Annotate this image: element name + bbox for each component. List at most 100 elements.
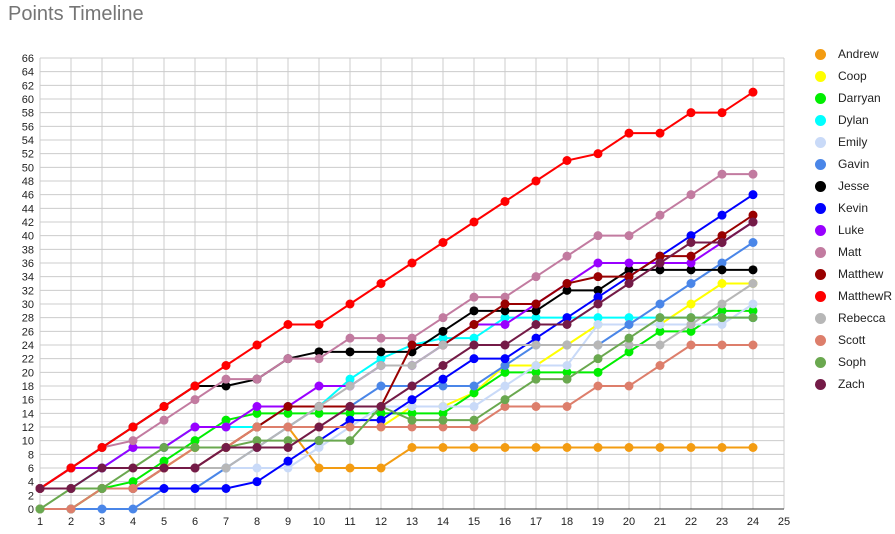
data-point[interactable] [252, 408, 262, 418]
data-point[interactable] [407, 395, 417, 405]
data-point[interactable] [593, 443, 603, 452]
data-point[interactable] [531, 306, 541, 316]
data-point[interactable] [562, 402, 572, 411]
legend-item[interactable]: Darryan [815, 87, 892, 109]
data-point[interactable] [345, 415, 355, 425]
legend-item[interactable]: Emily [815, 131, 892, 153]
data-point[interactable] [128, 484, 138, 493]
data-point[interactable] [252, 463, 262, 473]
legend-item[interactable]: MatthewR [815, 285, 892, 307]
data-point[interactable] [593, 299, 603, 309]
data-point[interactable] [500, 299, 510, 309]
data-point[interactable] [35, 484, 45, 493]
data-point[interactable] [438, 408, 448, 418]
data-point[interactable] [624, 313, 634, 323]
data-point[interactable] [345, 374, 355, 384]
data-point[interactable] [655, 313, 665, 323]
data-point[interactable] [345, 436, 355, 446]
data-point[interactable] [283, 436, 293, 446]
data-point[interactable] [500, 320, 510, 329]
data-point[interactable] [469, 340, 479, 350]
data-point[interactable] [190, 422, 200, 432]
data-point[interactable] [593, 231, 603, 241]
data-point[interactable] [345, 299, 355, 309]
data-point[interactable] [748, 217, 758, 227]
data-point[interactable] [748, 169, 758, 179]
data-point[interactable] [469, 388, 479, 398]
data-point[interactable] [469, 443, 479, 452]
data-point[interactable] [283, 402, 293, 411]
data-point[interactable] [686, 279, 696, 288]
data-point[interactable] [469, 381, 479, 391]
data-point[interactable] [469, 402, 479, 411]
data-point[interactable] [500, 354, 510, 364]
data-point[interactable] [376, 422, 386, 432]
data-point[interactable] [562, 367, 572, 377]
data-point[interactable] [314, 443, 324, 452]
data-point[interactable] [500, 313, 510, 323]
data-point[interactable] [35, 504, 45, 514]
data-point[interactable] [376, 402, 386, 411]
data-point[interactable] [407, 381, 417, 391]
data-point[interactable] [469, 217, 479, 227]
data-point[interactable] [531, 333, 541, 343]
data-point[interactable] [500, 197, 510, 206]
data-point[interactable] [159, 415, 169, 425]
data-point[interactable] [562, 374, 572, 384]
data-point[interactable] [686, 313, 696, 323]
data-point[interactable] [562, 361, 572, 370]
data-point[interactable] [190, 443, 200, 452]
data-point[interactable] [221, 484, 231, 493]
data-point[interactable] [438, 422, 448, 432]
data-point[interactable] [500, 306, 510, 316]
legend-item[interactable]: Soph [815, 351, 892, 373]
data-point[interactable] [128, 504, 138, 514]
data-point[interactable] [717, 210, 727, 220]
legend-item[interactable]: Scott [815, 329, 892, 351]
data-point[interactable] [376, 361, 386, 370]
data-point[interactable] [686, 443, 696, 452]
data-point[interactable] [128, 463, 138, 473]
data-point[interactable] [376, 354, 386, 364]
data-point[interactable] [624, 128, 634, 138]
data-point[interactable] [128, 443, 138, 452]
data-point[interactable] [562, 313, 572, 323]
data-point[interactable] [283, 408, 293, 418]
data-point[interactable] [438, 402, 448, 411]
data-point[interactable] [283, 463, 293, 473]
data-point[interactable] [686, 251, 696, 261]
data-point[interactable] [655, 299, 665, 309]
data-point[interactable] [655, 326, 665, 336]
data-point[interactable] [593, 320, 603, 329]
data-point[interactable] [748, 306, 758, 316]
data-point[interactable] [190, 436, 200, 446]
data-point[interactable] [624, 443, 634, 452]
data-point[interactable] [624, 340, 634, 350]
data-point[interactable] [624, 258, 634, 268]
data-point[interactable] [717, 320, 727, 329]
data-point[interactable] [624, 347, 634, 357]
data-point[interactable] [252, 422, 262, 432]
data-point[interactable] [345, 408, 355, 418]
data-point[interactable] [438, 415, 448, 425]
data-point[interactable] [128, 422, 138, 432]
data-point[interactable] [562, 279, 572, 288]
data-point[interactable] [128, 477, 138, 487]
data-point[interactable] [500, 395, 510, 405]
data-point[interactable] [531, 320, 541, 329]
data-point[interactable] [97, 443, 107, 452]
data-point[interactable] [531, 340, 541, 350]
data-point[interactable] [314, 463, 324, 473]
data-point[interactable] [717, 279, 727, 288]
legend-item[interactable]: Gavin [815, 153, 892, 175]
data-point[interactable] [655, 265, 665, 275]
data-point[interactable] [593, 272, 603, 282]
data-point[interactable] [376, 408, 386, 418]
data-point[interactable] [500, 340, 510, 350]
data-point[interactable] [748, 210, 758, 220]
data-point[interactable] [686, 231, 696, 241]
data-point[interactable] [128, 436, 138, 446]
data-point[interactable] [407, 340, 417, 350]
data-point[interactable] [314, 320, 324, 329]
data-point[interactable] [376, 347, 386, 357]
